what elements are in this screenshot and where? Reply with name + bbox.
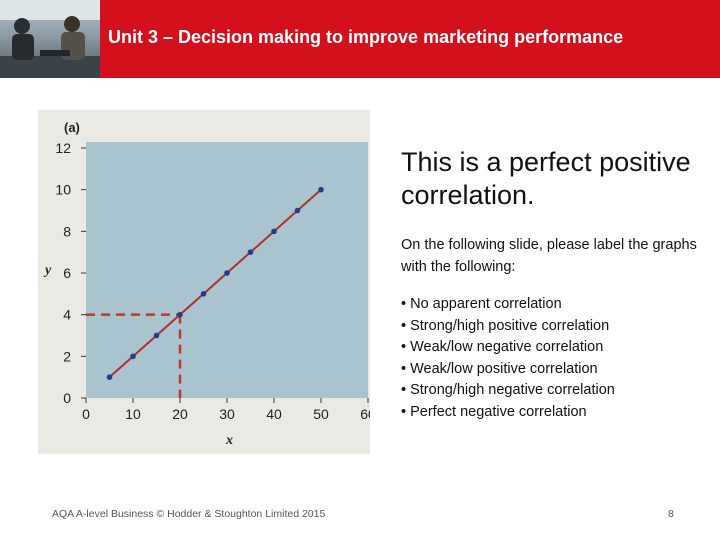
business-people-photo xyxy=(0,0,100,78)
slide-header: Unit 3 – Decision making to improve mark… xyxy=(0,0,720,78)
page-number: 8 xyxy=(668,508,674,520)
data-point xyxy=(271,228,277,235)
option-perfect-negative: • Perfect negative correlation xyxy=(401,403,587,420)
data-point xyxy=(130,353,136,360)
data-point xyxy=(106,374,113,380)
y-tick-label: 2 xyxy=(63,348,71,364)
footer-copyright: AQA A-level Business © Hodder & Stoughto… xyxy=(52,508,326,520)
panel-label: (a) xyxy=(64,120,80,135)
y-tick-label: 10 xyxy=(55,182,71,198)
data-point xyxy=(200,291,207,297)
x-tick-label: 10 xyxy=(125,406,141,422)
data-point xyxy=(224,270,230,276)
series-line xyxy=(108,188,322,378)
correlation-statement: This is a perfect positive correlation. xyxy=(401,147,691,210)
data-point xyxy=(294,207,301,214)
x-tick-label: 50 xyxy=(313,406,329,422)
x-tick-label: 30 xyxy=(219,406,235,422)
correlation-options-list: • No apparent correlation • Strong/high … xyxy=(401,294,701,423)
option-no-apparent: • No apparent correlation xyxy=(401,296,562,312)
x-tick-label: 40 xyxy=(266,406,282,422)
y-axis-label: y xyxy=(43,263,52,278)
slide-title: Unit 3 – Decision making to improve mark… xyxy=(108,27,624,47)
option-strong-positive: • Strong/high positive correlation xyxy=(401,317,610,334)
x-tick-label: 20 xyxy=(172,406,188,422)
option-weak-positive: • Weak/low positive correlation xyxy=(401,360,598,377)
x-tick-label: 0 xyxy=(82,406,90,422)
y-tick-label: 6 xyxy=(63,265,71,281)
option-weak-negative: • Weak/low negative correlation xyxy=(401,339,604,355)
scatter-chart: 0 10 20 30 40 50 60 0 2 4 6 8 10 12 (a) y x xyxy=(38,110,370,454)
data-point xyxy=(318,186,324,193)
y-tick-label: 8 xyxy=(63,223,71,239)
explanation-panel: This is a perfect positive correlation. … xyxy=(401,146,701,423)
y-tick-label: 4 xyxy=(63,307,71,323)
correlation-graph-photo: 0 10 20 30 40 50 60 0 2 4 6 8 10 12 (a) y x xyxy=(38,110,370,454)
data-point xyxy=(153,332,160,339)
option-strong-negative: • Strong/high negative correlation xyxy=(401,382,615,398)
y-tick-label: 12 xyxy=(55,140,71,156)
y-tick-label: 0 xyxy=(63,390,71,406)
instruction-text: On the following slide, please label the… xyxy=(401,237,697,275)
data-point xyxy=(177,311,183,318)
x-tick-label: 60 xyxy=(360,406,370,422)
x-axis-label: x xyxy=(225,433,233,448)
data-point xyxy=(247,249,254,255)
